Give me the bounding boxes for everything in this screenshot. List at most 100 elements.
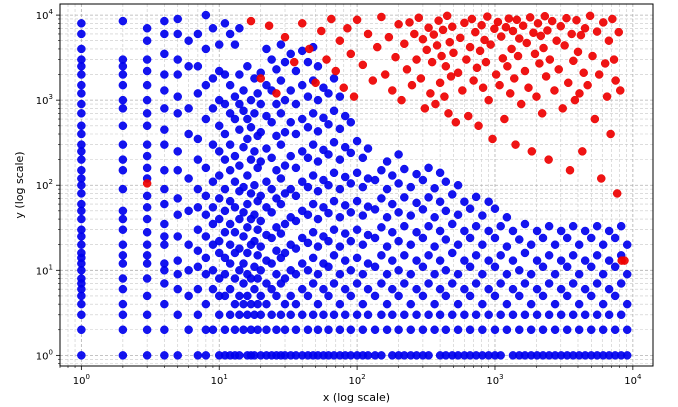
data-point: [382, 184, 392, 194]
data-point: [201, 253, 211, 263]
data-point: [471, 310, 481, 320]
data-point: [246, 155, 256, 164]
data-point: [230, 203, 240, 212]
data-point: [142, 55, 152, 64]
data-point: [160, 232, 169, 241]
data-point: [243, 223, 252, 232]
data-point: [184, 129, 193, 139]
data-point: [526, 299, 536, 309]
data-point: [243, 62, 252, 71]
data-point: [363, 174, 373, 183]
data-point: [220, 291, 230, 301]
data-point: [537, 109, 547, 118]
data-point: [118, 310, 128, 320]
data-point: [160, 16, 169, 26]
data-point: [308, 140, 318, 149]
data-point: [193, 134, 203, 144]
data-point: [580, 256, 590, 265]
data-point: [220, 253, 230, 263]
data-point: [352, 136, 362, 146]
data-point: [513, 51, 523, 61]
data-point: [465, 325, 475, 335]
y-tick-label: 104: [36, 8, 54, 22]
data-point: [418, 291, 428, 301]
data-point: [424, 279, 433, 288]
data-point: [474, 121, 483, 131]
data-point: [335, 299, 345, 309]
data-point: [160, 184, 169, 194]
data-point: [496, 279, 505, 288]
data-point: [276, 109, 286, 118]
data-point: [441, 177, 451, 186]
data-point: [480, 35, 489, 45]
data-point: [340, 142, 350, 152]
data-point: [435, 168, 445, 178]
data-point: [477, 20, 486, 30]
data-point: [225, 140, 235, 149]
data-point: [446, 72, 456, 81]
data-point: [558, 104, 567, 113]
data-point: [235, 244, 244, 253]
data-point: [538, 233, 548, 243]
data-point: [313, 269, 323, 279]
data-point: [184, 325, 193, 335]
data-point: [520, 279, 530, 288]
data-point: [444, 109, 453, 118]
data-point: [515, 266, 524, 275]
data-point: [297, 284, 307, 294]
data-point: [435, 310, 445, 320]
data-point: [465, 262, 475, 272]
data-point: [430, 184, 439, 193]
data-point: [388, 171, 397, 180]
data-point: [267, 153, 276, 163]
data-point: [532, 310, 542, 320]
data-point: [412, 228, 421, 237]
data-point: [412, 284, 421, 294]
data-point: [118, 55, 128, 64]
data-point: [118, 284, 128, 294]
data-point: [160, 104, 169, 113]
data-point: [77, 29, 86, 39]
data-point: [484, 310, 493, 320]
data-point: [564, 78, 573, 88]
data-point: [412, 198, 421, 208]
data-point: [562, 262, 572, 272]
data-point: [173, 147, 182, 156]
data-point: [552, 36, 561, 45]
data-point: [441, 266, 451, 275]
data-point: [592, 310, 602, 320]
data-point: [451, 118, 461, 127]
data-point: [214, 248, 224, 258]
data-point: [262, 144, 271, 153]
data-point: [490, 233, 500, 243]
data-point: [142, 179, 152, 188]
data-point: [319, 203, 328, 212]
data-point: [460, 18, 469, 28]
data-point: [324, 120, 333, 129]
data-point: [272, 291, 281, 301]
data-point: [77, 248, 86, 258]
data-point: [448, 279, 457, 288]
data-point: [313, 186, 323, 196]
data-point: [598, 269, 608, 279]
data-point: [460, 310, 469, 320]
data-point: [201, 232, 211, 241]
data-point: [568, 251, 578, 260]
data-point: [239, 208, 248, 217]
data-point: [305, 44, 314, 54]
data-point: [515, 291, 524, 301]
data-point: [370, 325, 380, 335]
data-point: [184, 174, 193, 183]
data-point: [363, 29, 373, 39]
data-point: [230, 40, 240, 49]
data-point: [225, 166, 235, 175]
data-point: [453, 325, 463, 335]
data-point: [118, 214, 128, 224]
data-point: [280, 325, 290, 335]
data-point: [243, 291, 252, 301]
data-point: [235, 291, 244, 301]
data-point: [243, 134, 252, 144]
data-point: [441, 235, 451, 244]
data-point: [118, 184, 128, 194]
data-point: [597, 174, 606, 183]
